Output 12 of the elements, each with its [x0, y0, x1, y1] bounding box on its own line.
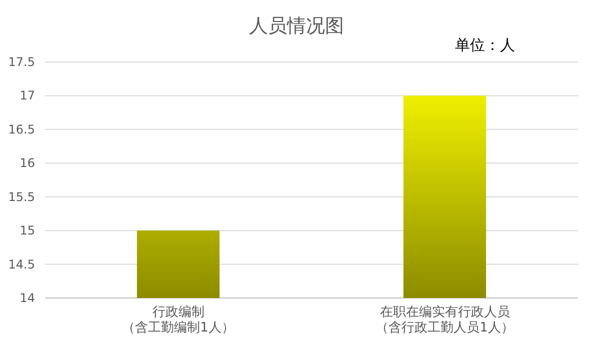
y-tick-label: 16 [20, 156, 35, 170]
y-tick-label: 16.5 [8, 122, 35, 136]
y-tick-label: 17 [20, 88, 35, 103]
y-tick-label: 14.5 [8, 257, 35, 272]
x-tick-label: 行政编制（含工勤编制1人） [122, 305, 234, 336]
x-tick-label: 在职在编实有行政人员（含行政工勤人员1人） [376, 305, 514, 336]
y-tick-label: 17.5 [8, 55, 35, 69]
y-tick-label: 15 [20, 224, 35, 238]
text: 单位：人 [455, 36, 515, 54]
y-tick-label: 14 [20, 291, 35, 305]
y-tick-label: 15.5 [8, 190, 35, 204]
chart-title: 人员情况图 [249, 15, 344, 37]
